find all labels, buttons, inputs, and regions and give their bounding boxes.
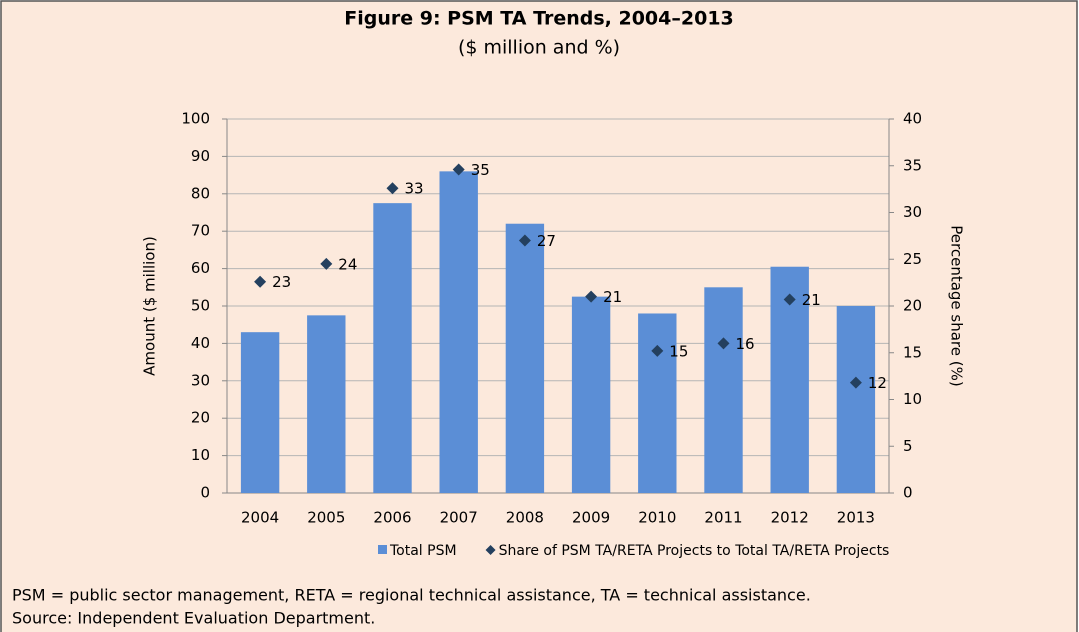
bar: [439, 171, 478, 494]
bar: [638, 313, 677, 493]
bar: [373, 203, 412, 493]
y-tick-label: 50: [191, 297, 210, 315]
y2-tick-label: 10: [903, 390, 922, 408]
data-label: 21: [603, 288, 622, 306]
footnote: PSM = public sector management, RETA = r…: [12, 586, 811, 605]
data-label: 23: [272, 273, 291, 291]
x-tick-label: 2007: [440, 509, 478, 527]
y2-tick-label: 0: [903, 484, 913, 502]
marker: [585, 290, 598, 303]
y-tick-label: 10: [191, 446, 210, 464]
y-tick-label: 70: [191, 222, 210, 240]
x-tick-label: 2013: [837, 509, 875, 527]
y-tick-label: 20: [191, 409, 210, 427]
marker: [849, 376, 862, 389]
marker: [452, 163, 465, 176]
chart-subtitle: ($ million and %): [458, 37, 620, 59]
y-tick-label: 30: [191, 371, 210, 389]
chart-title: Figure 9: PSM TA Trends, 2004–2013: [344, 8, 734, 30]
y2-tick-label: 15: [903, 343, 922, 361]
bar: [307, 315, 346, 493]
x-tick-label: 2006: [373, 509, 411, 527]
data-label: 35: [471, 161, 490, 179]
y2-tick-label: 30: [903, 203, 922, 221]
x-tick-label: 2011: [704, 509, 742, 527]
marker: [783, 293, 796, 306]
y2-tick-label: 20: [903, 297, 922, 315]
y2-tick-label: 35: [903, 156, 922, 174]
y2-axis-title: Percentage share (%): [948, 225, 966, 386]
y2-tick-label: 5: [903, 437, 913, 455]
data-label: 21: [802, 291, 821, 309]
marker: [254, 275, 267, 288]
footnote: Source: Independent Evaluation Departmen…: [12, 609, 375, 628]
bar: [505, 223, 545, 493]
data-label: 12: [868, 374, 887, 392]
data-label: 24: [338, 255, 357, 273]
x-tick-label: 2008: [506, 509, 544, 527]
bar: [240, 332, 280, 493]
legend-label: Share of PSM TA/RETA Projects to Total T…: [499, 543, 890, 559]
bar: [704, 287, 743, 493]
marker: [717, 337, 730, 350]
marker: [320, 257, 333, 270]
bar: [836, 306, 876, 493]
data-label: 27: [537, 232, 556, 250]
y-tick-label: 100: [181, 110, 210, 128]
y-tick-label: 80: [191, 184, 210, 202]
y-tick-label: 60: [191, 259, 210, 277]
data-label: 16: [736, 335, 755, 353]
legend-label: Total PSM: [389, 543, 457, 559]
data-label: 33: [405, 180, 424, 198]
x-tick-label: 2004: [241, 509, 279, 527]
x-tick-label: 2005: [307, 509, 345, 527]
marker: [386, 182, 399, 195]
legend-swatch: [378, 545, 387, 554]
marker: [651, 344, 664, 357]
legend-swatch: [485, 545, 496, 555]
data-label: 15: [669, 342, 688, 360]
x-tick-label: 2010: [638, 509, 676, 527]
y2-tick-label: 40: [903, 110, 922, 128]
y-tick-label: 40: [191, 334, 210, 352]
x-tick-label: 2012: [771, 509, 809, 527]
y-tick-label: 0: [200, 484, 210, 502]
y-tick-label: 90: [191, 147, 210, 165]
y2-tick-label: 25: [903, 250, 922, 268]
bar: [571, 296, 611, 493]
marker: [518, 234, 531, 247]
x-tick-label: 2009: [572, 509, 610, 527]
y-axis-title: Amount ($ million): [141, 236, 159, 376]
